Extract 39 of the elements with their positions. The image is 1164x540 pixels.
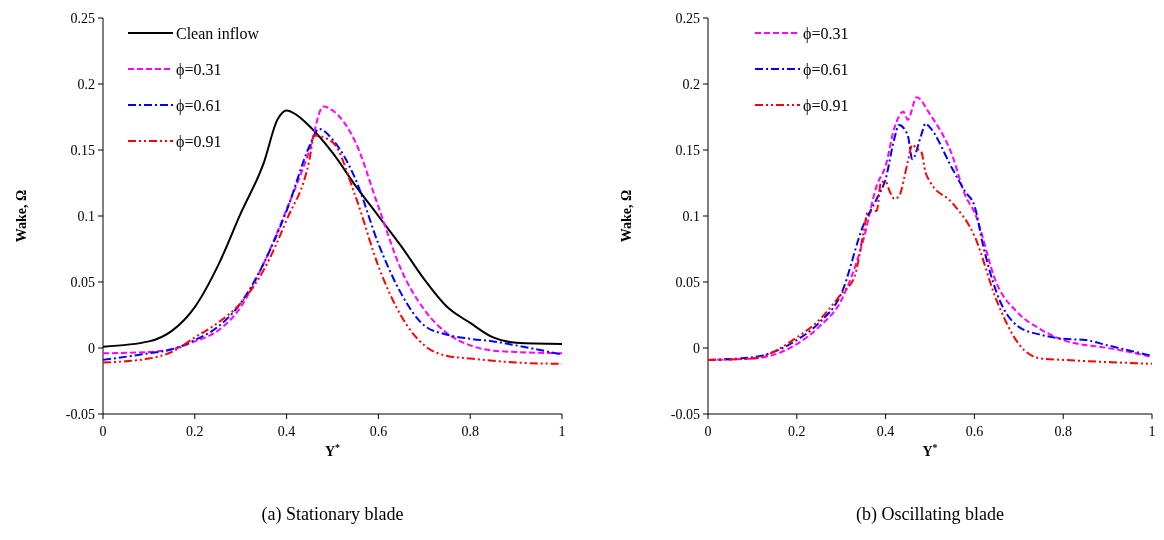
legend-label: ϕ=0.91 <box>803 96 849 115</box>
y-tick-label: -0.05 <box>670 406 700 422</box>
y-tick-label: 0.25 <box>675 10 700 26</box>
y-axis-title: Wake, Ω <box>14 189 29 243</box>
legend-label: ϕ=0.91 <box>176 132 222 151</box>
y-tick-label: 0.15 <box>70 142 95 158</box>
y-tick-label: 0.2 <box>682 76 700 92</box>
y-tick-label: 0.05 <box>70 274 95 290</box>
x-tick-label: 1 <box>558 424 566 439</box>
y-tick-label: 0.15 <box>675 142 700 158</box>
legend-label: ϕ=0.61 <box>803 60 849 79</box>
x-tick-label: 0.4 <box>277 424 296 439</box>
x-tick-label: 1 <box>1148 424 1156 439</box>
x-tick-label: 0 <box>704 424 712 439</box>
legend-label: Clean inflow <box>176 24 260 42</box>
legend-label: ϕ=0.61 <box>176 96 222 115</box>
y-tick-label: 0.25 <box>70 10 95 26</box>
x-tick-label: 0.8 <box>461 424 479 439</box>
y-tick-label: 0.1 <box>682 208 700 224</box>
x-tick-label: 0.8 <box>1054 424 1072 439</box>
y-tick-label: 0.1 <box>77 208 95 224</box>
y-tick-label: 0.05 <box>675 274 700 290</box>
x-tick-label: 0 <box>99 424 107 439</box>
x-tick-label: 0.2 <box>788 424 806 439</box>
x-tick-label: 0.2 <box>186 424 204 439</box>
text: (a) Stationary blade <box>261 504 404 525</box>
y-tick-label: 0.2 <box>77 76 95 92</box>
y-tick-label: 0 <box>693 340 700 356</box>
legend-label: ϕ=0.31 <box>803 24 849 43</box>
x-axis-title: Y$^{*}$ <box>324 441 341 459</box>
text: (b) Oscillating blade <box>856 504 1004 525</box>
y-axis-title: Wake, Ω <box>619 189 634 243</box>
legend-label: ϕ=0.31 <box>176 60 222 79</box>
y-tick-label: -0.05 <box>65 406 95 422</box>
y-tick-label: 0 <box>88 340 95 356</box>
x-axis-title: Y$^{*}$ <box>922 441 938 459</box>
x-tick-label: 0.6 <box>369 424 388 439</box>
x-tick-label: 0.6 <box>965 424 984 439</box>
x-tick-label: 0.4 <box>876 424 895 439</box>
